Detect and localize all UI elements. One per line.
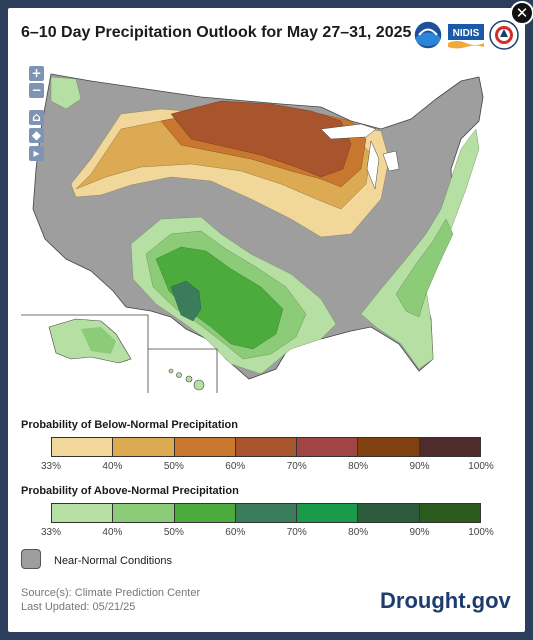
above-normal-nw: [50, 76, 82, 110]
zoom-out-button[interactable]: −: [29, 83, 44, 98]
hawaii-view-icon[interactable]: ▸: [29, 146, 44, 161]
map-title: 6–10 Day Precipitation Outlook for May 2…: [21, 24, 412, 41]
legend-below-title: Probability of Below-Normal Precipitatio…: [21, 419, 238, 431]
alaska-view-icon[interactable]: ◆: [29, 128, 44, 143]
legend_below-swatch-1: [113, 438, 175, 456]
legend_above-tick-7: 100%: [468, 527, 494, 538]
legend_below-tick-6: 90%: [409, 461, 430, 472]
drought-gov-brand[interactable]: Drought.gov: [380, 588, 511, 613]
legend_below-tick-4: 70%: [286, 461, 307, 472]
precipitation-outlook-map[interactable]: [21, 59, 500, 393]
legend_below-swatch-0: [52, 438, 114, 456]
legend-above-swatches: [51, 503, 481, 523]
below-normal-60-region: [170, 100, 352, 178]
legend_above-swatch-5: [358, 504, 420, 522]
legend_above-swatch-2: [174, 504, 236, 522]
svg-text:NIDIS: NIDIS: [453, 28, 480, 39]
alaska-40: [81, 327, 116, 354]
zoom-in-button[interactable]: +: [29, 66, 44, 81]
above-normal-east-40: [395, 218, 454, 318]
source-line: Source(s): Climate Prediction Center: [21, 587, 201, 599]
legend_above-tick-0: 33%: [40, 527, 62, 538]
last-updated-line: Last Updated: 05/21/25: [21, 601, 136, 613]
legend_below-swatch-4: [297, 438, 359, 456]
above-normal-east-33: [360, 128, 480, 370]
near-normal-label: Near-Normal Conditions: [54, 555, 172, 567]
legend_above-swatch-0: [52, 504, 114, 522]
legend_above-tick-2: 50%: [163, 527, 184, 538]
legend_below-tick-0: 33%: [40, 461, 62, 472]
noaa-logo: [413, 20, 443, 50]
source-info: Source(s): Climate Prediction Center Las…: [21, 586, 200, 614]
legend_below-swatch-2: [174, 438, 236, 456]
great-lakes: [320, 123, 400, 190]
legend_below-tick-2: 50%: [163, 461, 184, 472]
nws-logo: [489, 20, 519, 50]
legend-below-swatches: [51, 437, 481, 457]
legend_above-swatch-3: [235, 504, 298, 522]
legend_above-swatch-6: [419, 504, 480, 522]
legend_above-tick-4: 70%: [286, 527, 307, 538]
legend_above-swatch-4: [297, 504, 359, 522]
hawaii: [168, 368, 205, 391]
near-normal-swatch: [21, 549, 41, 569]
legend_below-swatch-3: [235, 438, 298, 456]
above-normal-60-region: [170, 280, 202, 322]
legend_above-tick-6: 90%: [409, 527, 430, 538]
legend_below-tick-1: 40%: [102, 461, 123, 472]
legend-below-ticks: 33% 40% 50% 60% 70% 80% 90% 100%: [41, 461, 494, 473]
legend-above-title: Probability of Above-Normal Precipitatio…: [21, 485, 239, 497]
us-extent-icon[interactable]: ⌂: [29, 110, 44, 125]
nidis-logo: NIDIS: [448, 24, 484, 49]
legend_below-swatch-5: [358, 438, 420, 456]
legend_below-swatch-6: [419, 438, 480, 456]
legend_above-swatch-1: [113, 504, 175, 522]
legend_below-tick-3: 60%: [225, 461, 246, 472]
legend_above-tick-5: 80%: [348, 527, 369, 538]
legend_above-tick-1: 40%: [102, 527, 123, 538]
legend_below-tick-5: 80%: [348, 461, 369, 472]
legend_below-tick-7: 100%: [468, 461, 494, 472]
legend_above-tick-3: 60%: [225, 527, 246, 538]
legend-above-ticks: 33% 40% 50% 60% 70% 80% 90% 100%: [41, 527, 494, 539]
